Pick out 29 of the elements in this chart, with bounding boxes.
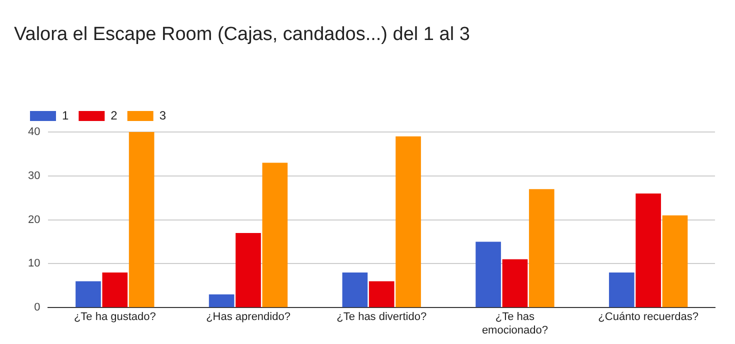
- bar: [262, 162, 288, 308]
- bar: [528, 189, 554, 308]
- bar: [608, 272, 634, 308]
- chart-title: Valora el Escape Room (Cajas, candados...) del 1 al 3: [14, 24, 470, 46]
- bar: [236, 232, 261, 308]
- bar: [76, 281, 101, 308]
- y-tick-label: 0: [34, 302, 40, 314]
- x-tick-label: ¿Has aprendido?: [206, 311, 290, 324]
- bar: [128, 132, 154, 308]
- y-tick-label: 30: [28, 170, 40, 182]
- y-tick-label: 10: [28, 258, 40, 270]
- bar: [662, 215, 688, 308]
- bar: [396, 136, 421, 308]
- bar: [102, 272, 128, 308]
- x-tick-label: ¿Te has divertido?: [336, 311, 427, 324]
- bar: [476, 242, 501, 308]
- y-tick-label: 20: [28, 214, 40, 226]
- bar: [342, 272, 368, 308]
- x-tick-label: ¿Te ha gustado?: [74, 311, 156, 324]
- legend-label: 2: [110, 108, 118, 122]
- x-tick-label: ¿Te has emocionado?: [482, 311, 548, 336]
- y-tick-label: 40: [28, 126, 40, 138]
- legend-label: 1: [62, 108, 69, 122]
- bar: [636, 193, 661, 308]
- legend-label: 3: [159, 108, 166, 122]
- bar: [368, 281, 394, 308]
- x-tick-label: ¿Cuánto recuerdas?: [598, 311, 698, 324]
- bar: [208, 294, 234, 308]
- bar: [502, 259, 528, 308]
